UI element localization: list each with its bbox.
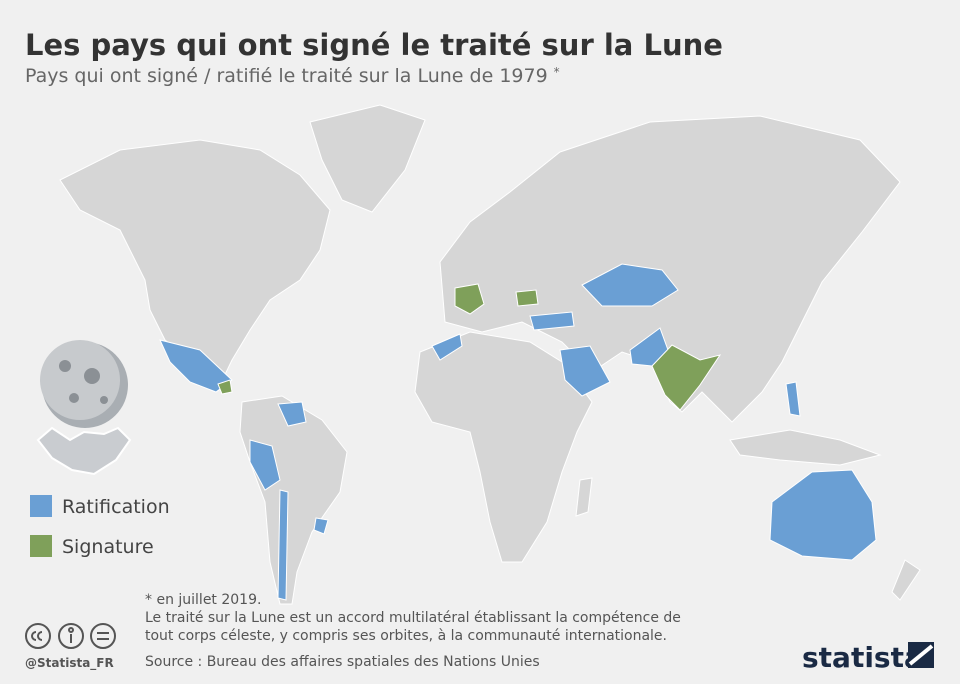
chile (277, 489, 289, 601)
legend-swatch (30, 535, 52, 557)
subtitle: Pays qui ont signé / ratifié le traité s… (25, 65, 560, 87)
legend-label: Signature (62, 536, 154, 558)
title: Les pays qui ont signé le traité sur la … (25, 28, 723, 62)
handshake-icon (36, 426, 132, 476)
subtitle-mark: * (554, 65, 560, 79)
north-america (59, 139, 331, 386)
new-zealand (891, 559, 921, 601)
handle: @Statista_FR (25, 656, 114, 671)
uruguay (313, 517, 329, 535)
philippines (785, 381, 801, 417)
eurasia (439, 115, 901, 423)
madagascar (575, 477, 593, 517)
legend-label: Ratification (62, 496, 170, 518)
southeast-asia-islands (729, 429, 882, 466)
license-icons (25, 623, 116, 649)
moon-icon (40, 340, 128, 428)
romania (515, 289, 539, 307)
brand-icon (908, 642, 934, 668)
peru (249, 439, 281, 491)
legend: Ratification Signature (30, 495, 170, 558)
mexico (159, 339, 233, 393)
venezuela (277, 401, 307, 427)
kazakhstan (581, 263, 679, 307)
india (651, 344, 722, 411)
france (454, 283, 485, 315)
morocco (431, 333, 463, 361)
footnote: * en juillet 2019. (145, 592, 261, 608)
africa (414, 331, 593, 563)
description-line: tout corps céleste, y compris ses orbite… (145, 628, 667, 644)
australia (769, 469, 877, 561)
source: Source : Bureau des affaires spatiales d… (145, 654, 540, 670)
greenland (309, 104, 426, 213)
subtitle-text: Pays qui ont signé / ratifié le traité s… (25, 65, 548, 87)
legend-swatch (30, 495, 52, 517)
guatemala (217, 379, 233, 395)
saudi-arabia (559, 345, 611, 397)
description-line: Le traité sur la Lune est un accord mult… (145, 610, 681, 626)
world-map (59, 104, 921, 605)
brand: statista (802, 641, 923, 674)
turkey (529, 311, 575, 331)
